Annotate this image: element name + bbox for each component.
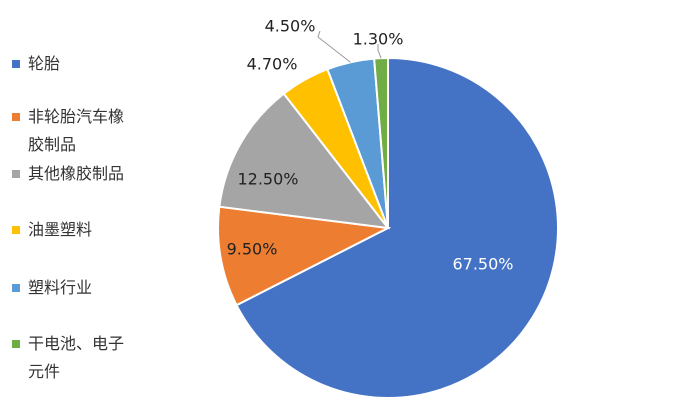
legend-label: 轮胎 [28,54,61,73]
legend-swatch [12,60,20,68]
leader-line [317,30,351,63]
legend-label: 干电池、电子元件 [28,334,125,381]
legend-item: 干电池、电子元件 [12,330,130,386]
legend-item: 油墨塑料 [12,216,130,244]
legend-item: 非轮胎汽车橡胶制品 [12,103,130,159]
data-label: 1.30% [353,30,404,49]
data-label: 4.70% [247,55,298,74]
data-label: 4.50% [265,17,316,36]
legend-swatch [12,340,20,348]
legend-label: 非轮胎汽车橡胶制品 [28,107,125,154]
legend-item: 其他橡胶制品 [12,160,130,188]
leader-line [377,44,382,59]
legend-label: 塑料行业 [28,278,93,297]
data-label: 9.50% [227,240,278,259]
data-label: 12.50% [237,170,298,189]
pie-slice [235,56,559,399]
data-label: 67.50% [452,255,513,274]
legend-label: 油墨塑料 [28,220,93,239]
legend-swatch [12,113,20,121]
legend-item: 塑料行业 [12,274,130,302]
legend-item: 轮胎 [12,50,130,78]
legend-label: 其他橡胶制品 [28,164,125,183]
legend-swatch [12,170,20,178]
pie-slice [217,205,392,307]
legend-swatch [12,284,20,292]
pie-slice [218,92,391,230]
legend-swatch [12,226,20,234]
pie-slice [373,56,389,229]
